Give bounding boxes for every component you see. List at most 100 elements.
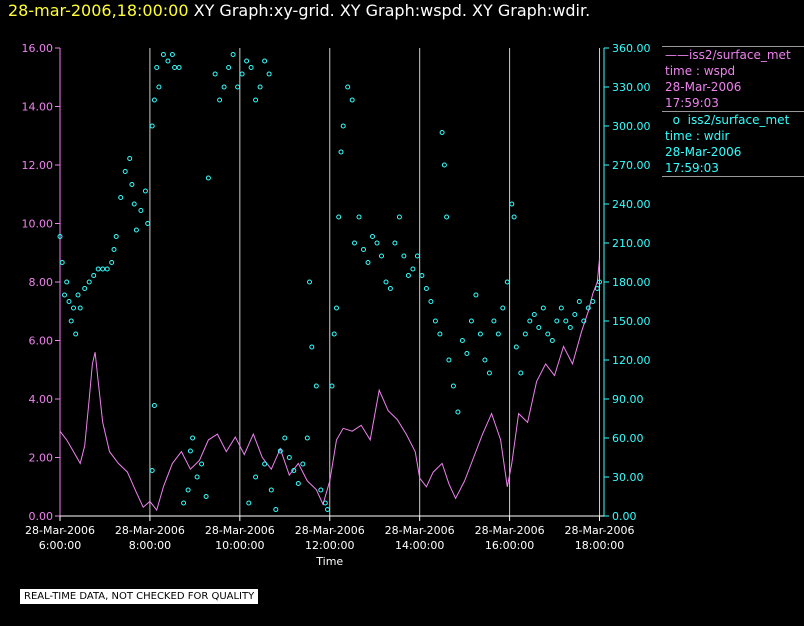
- y-right-tick-label: 0.00: [612, 510, 637, 523]
- y-right-tick-label: 90.00: [612, 393, 644, 406]
- data-point-wdir: [486, 370, 492, 376]
- legend-date: 28-Mar-2006: [665, 145, 742, 159]
- y-right-tick-label: 150.00: [612, 315, 651, 328]
- data-point-wdir: [405, 273, 411, 278]
- data-point-wdir: [95, 266, 101, 272]
- data-point-wdir: [149, 123, 155, 129]
- data-point-wdir: [100, 266, 106, 272]
- y-right-tick-label: 330.00: [612, 81, 651, 94]
- data-point-wdir: [468, 318, 474, 324]
- x-tick-label-time: 6:00:00: [39, 539, 81, 552]
- legend-entry-wdir: o iss2/surface_met time : wdir 28-Mar-20…: [662, 112, 804, 176]
- legend-series-name: iss2/surface_met: [689, 48, 791, 62]
- data-point-wdir: [71, 305, 76, 311]
- y-left-tick-label: 4.00: [29, 393, 54, 406]
- x-tick-label-date: 28-Mar-2006: [385, 524, 455, 537]
- axes-layer: [55, 47, 609, 521]
- data-point-wdir: [345, 84, 351, 90]
- data-point-wdir: [336, 214, 342, 220]
- data-point-wdir: [558, 305, 564, 311]
- data-point-wdir: [522, 331, 528, 337]
- data-point-wdir: [536, 325, 542, 330]
- y-right-tick-label: 360.00: [612, 42, 651, 55]
- x-tick-label-time: 12:00:00: [305, 539, 354, 552]
- data-point-wdir: [349, 97, 355, 103]
- data-point-wdir: [459, 338, 465, 343]
- data-point-wdir: [160, 52, 166, 57]
- data-point-wdir: [370, 234, 375, 239]
- x-tick-label-date: 28-Mar-2006: [565, 524, 635, 537]
- data-point-wdir: [181, 500, 187, 506]
- data-point-wdir: [217, 97, 223, 103]
- data-point-wdir: [511, 214, 517, 220]
- data-point-wdir: [199, 461, 205, 467]
- data-point-wdir: [253, 97, 259, 103]
- data-point-wdir: [361, 247, 366, 252]
- data-point-wdir: [205, 175, 211, 181]
- data-point-wdir: [352, 240, 357, 246]
- data-point-wdir: [91, 273, 97, 278]
- y-left-tick-label: 8.00: [29, 276, 54, 289]
- y-left-tick-label: 6.00: [29, 335, 54, 348]
- y-right-tick-label: 120.00: [612, 354, 651, 367]
- data-point-wdir: [235, 84, 241, 90]
- data-point-wdir: [262, 58, 268, 64]
- data-point-wdir: [495, 331, 501, 337]
- x-axis-label: Time: [315, 555, 343, 568]
- data-point-wdir: [104, 266, 110, 272]
- data-point-wdir: [122, 169, 128, 174]
- data-point-wdir: [109, 260, 115, 265]
- legend-entry-wspd: ——iss2/surface_met time : wspd 28-Mar-20…: [662, 47, 804, 111]
- labels-layer: 0.00 2.00 4.00 6.00 8.00 10.00 12.00 14.00 16.00…: [22, 42, 651, 568]
- data-point-wdir: [59, 260, 65, 265]
- data-point-wdir: [444, 214, 450, 220]
- data-point-wdir: [257, 84, 263, 90]
- data-point-wdir: [127, 156, 133, 161]
- data-point-wdir: [221, 84, 227, 90]
- x-tick-label-date: 28-Mar-2006: [205, 524, 275, 537]
- chart-title: 28-mar-2006,18:00:00 XY Graph:xy-grid. X…: [8, 1, 590, 20]
- data-point-wdir: [432, 318, 438, 324]
- legend-point-symbol: o: [672, 113, 680, 127]
- data-point-wdir: [156, 84, 162, 90]
- data-point-wdir: [226, 65, 232, 70]
- y-right-tick-label: 240.00: [612, 198, 651, 211]
- legend: ——iss2/surface_met time : wspd 28-Mar-20…: [662, 46, 804, 177]
- y-left-tick-label: 0.00: [29, 510, 54, 523]
- y-left-tick-label: 14.00: [22, 101, 54, 114]
- legend-date: 28-Mar-2006: [665, 80, 742, 94]
- data-point-wdir: [338, 149, 344, 155]
- data-point-wdir: [165, 58, 171, 64]
- x-tick-label-time: 10:00:00: [215, 539, 264, 552]
- data-point-wdir: [482, 357, 488, 363]
- data-point-wdir: [325, 507, 330, 512]
- data-point-wdir: [554, 318, 560, 324]
- data-point-wdir: [286, 455, 292, 460]
- quality-disclaimer: REAL-TIME DATA, NOT CHECKED FOR QUALITY: [20, 589, 259, 604]
- data-point-wdir: [304, 435, 310, 441]
- data-point-wdir: [439, 130, 445, 135]
- data-point-wdir: [379, 253, 384, 259]
- data-point-wdir: [428, 299, 434, 304]
- data-point-wdir: [68, 318, 74, 324]
- y-left-tick-label: 12.00: [22, 159, 54, 172]
- data-point-wdir: [545, 331, 551, 337]
- data-point-wdir: [64, 279, 70, 285]
- y-right-tick-label: 210.00: [612, 237, 651, 250]
- grid-layer: [149, 48, 601, 516]
- data-point-wdir: [82, 286, 88, 291]
- data-point-wdir: [531, 312, 537, 317]
- data-point-wdir: [151, 97, 157, 103]
- data-point-wdir: [291, 468, 297, 473]
- data-point-wdir: [446, 357, 452, 363]
- data-point-wdir: [318, 487, 324, 493]
- data-point-wdir: [563, 318, 569, 324]
- data-point-wdir: [500, 305, 506, 311]
- data-point-wdir: [145, 221, 151, 226]
- data-point-wdir: [334, 305, 339, 311]
- data-point-wdir: [441, 162, 447, 168]
- data-point-wdir: [169, 52, 175, 57]
- data-point-wdir: [464, 351, 470, 356]
- data-point-wdir: [277, 448, 283, 454]
